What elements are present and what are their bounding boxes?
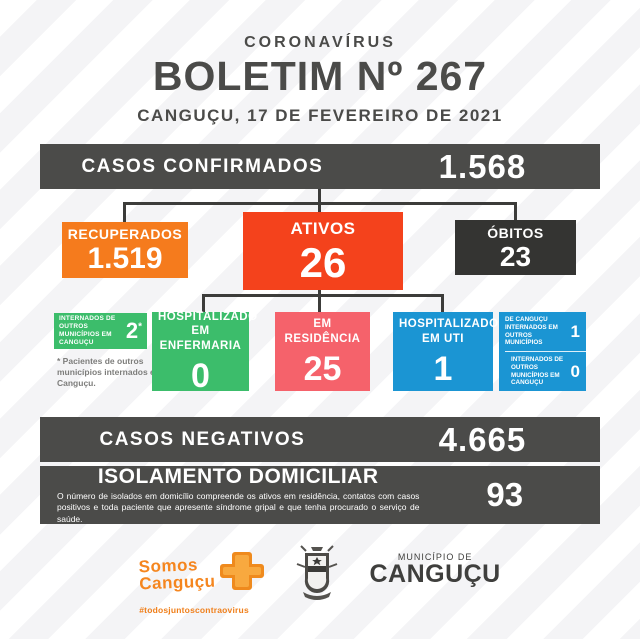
footer: Somos Canguçu #todosjuntoscontraovirus xyxy=(0,540,640,615)
connector-line xyxy=(202,294,444,297)
connector-line xyxy=(318,202,321,212)
footnote-text: * Pacientes de outros municípios interna… xyxy=(57,356,163,389)
inpatients-from-other-label: INTERNADOS DE OUTROS MUNICÍPIOS EM CANGU… xyxy=(59,314,116,347)
negative-cases-bar: CASOS NEGATIVOS 4.665 xyxy=(40,417,600,462)
from-cangucu-label: DE CANGUÇU INTERNADOS EM OUTROS MUNICÍPI… xyxy=(505,315,558,347)
from-others-value: 0 xyxy=(570,361,580,381)
negative-cases-label: CASOS NEGATIVOS xyxy=(99,428,306,450)
cross-municipality-box: DE CANGUÇU INTERNADOS EM OUTROS MUNICÍPI… xyxy=(499,312,586,391)
municipality-large-text: CANGUÇU xyxy=(369,560,501,588)
confirmed-cases-value: 1.568 xyxy=(438,147,527,185)
campaign-hashtag: #todosjuntoscontraovirus xyxy=(139,605,249,615)
confirmed-cases-label: CASOS CONFIRMADOS xyxy=(81,155,324,177)
ward-box: HOSPITALIZADO EM ENFERMARIA 0 xyxy=(152,310,258,396)
connector-line xyxy=(318,290,321,297)
home-isolation-title: ISOLAMENTO DOMICILIAR xyxy=(97,465,379,489)
home-isolation-description: O número de isolados em domicílio compre… xyxy=(57,491,420,524)
campaign-wordmark: Somos Canguçu xyxy=(139,555,217,593)
connector-line xyxy=(514,202,517,220)
from-others-label: INTERNADOS DE OUTROS MUNICÍPIOS EM CANGU… xyxy=(511,355,564,387)
somos-cangucu-logo: Somos Canguçu #todosjuntoscontraovirus xyxy=(139,540,265,615)
from-cangucu-value: 1 xyxy=(570,321,580,341)
active-value: 26 xyxy=(299,238,347,286)
residence-label: EM RESIDÊNCIA xyxy=(284,318,361,345)
connector-line xyxy=(318,189,321,205)
inpatients-from-other-value: 2* xyxy=(125,318,142,343)
header-date: CANGUÇU, 17 DE FEVEREIRO DE 2021 xyxy=(137,106,503,125)
connector-line xyxy=(318,294,321,313)
recovered-label: RECUPERADOS xyxy=(67,226,183,242)
icu-label: HOSPITALIZADO EM UTI xyxy=(399,318,499,345)
recovered-value: 1.519 xyxy=(87,242,163,275)
home-isolation-text: ISOLAMENTO DOMICILIAR O número de isolad… xyxy=(57,465,419,524)
ward-value: 0 xyxy=(191,357,210,396)
from-others-row: INTERNADOS DE OUTROS MUNICÍPIOS EM CANGU… xyxy=(505,351,586,391)
municipality-small-text: MUNICÍPIO DE xyxy=(397,552,473,562)
active-box: ATIVOS 26 xyxy=(243,212,403,290)
negative-cases-value: 4.665 xyxy=(438,420,527,458)
campaign-line2: Canguçu xyxy=(139,571,217,593)
plus-cross-icon xyxy=(219,548,265,599)
ward-label: HOSPITALIZADO EM ENFERMARIA xyxy=(158,310,258,352)
icu-value: 1 xyxy=(433,349,453,388)
deaths-box: ÓBITOS 23 xyxy=(455,220,576,275)
cangucu-coat-of-arms xyxy=(291,540,343,607)
recovered-box: RECUPERADOS 1.519 xyxy=(62,222,188,278)
active-label: ATIVOS xyxy=(290,218,356,238)
page-title: BOLETIM Nº 267 xyxy=(152,53,488,99)
municipality-logo: MUNICÍPIO DE CANGUÇU xyxy=(369,540,500,587)
header: CORONAVÍRUS BOLETIM Nº 267 CANGUÇU, 17 D… xyxy=(0,34,640,126)
confirmed-cases-bar: CASOS CONFIRMADOS 1.568 xyxy=(40,144,600,189)
home-isolation-value: 93 xyxy=(486,476,524,513)
deaths-label: ÓBITOS xyxy=(487,224,544,241)
home-isolation-panel: ISOLAMENTO DOMICILIAR O número de isolad… xyxy=(40,465,600,524)
residence-box: EM RESIDÊNCIA 25 xyxy=(275,312,370,391)
header-kicker: CORONAVÍRUS xyxy=(244,34,396,51)
icu-box: HOSPITALIZADO EM UTI 1 xyxy=(393,312,499,391)
connector-line xyxy=(441,294,444,313)
connector-line xyxy=(202,294,205,313)
residence-value: 25 xyxy=(303,349,342,388)
inpatients-from-other-box: INTERNADOS DE OUTROS MUNICÍPIOS EM CANGU… xyxy=(54,313,147,349)
connector-line xyxy=(123,202,126,222)
asterisk-mark: * xyxy=(138,321,142,333)
from-cangucu-row: DE CANGUÇU INTERNADOS EM OUTROS MUNICÍPI… xyxy=(499,312,586,351)
deaths-value: 23 xyxy=(499,240,532,272)
